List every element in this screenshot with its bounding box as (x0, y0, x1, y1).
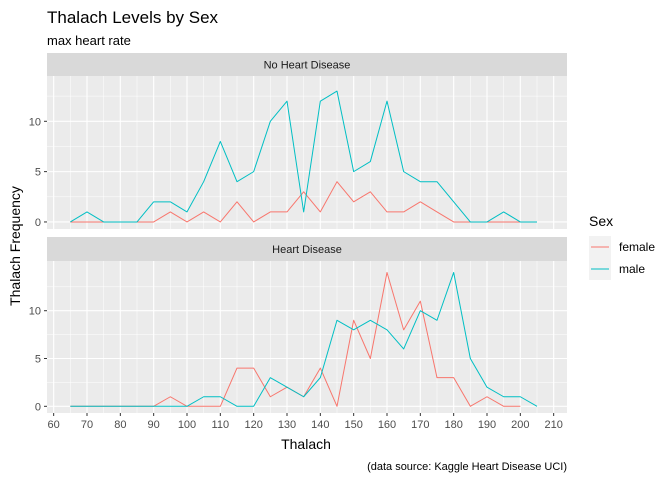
panel-1: No Heart Disease 0 5 10 (29, 53, 567, 229)
x-tick-label: 160 (378, 419, 396, 431)
x-tick-label: 190 (478, 419, 496, 431)
x-tick-label: 110 (212, 419, 230, 431)
x-tick-label: 90 (148, 419, 160, 431)
x-tick-label: 150 (344, 419, 362, 431)
facet-strip-label: No Heart Disease (264, 60, 351, 72)
x-tick-label: 210 (544, 419, 562, 431)
legend: Sex female male (589, 213, 655, 280)
y-tick-label: 5 (35, 354, 41, 366)
series-line-female (70, 181, 521, 223)
chart-title: Thalach Levels by Sex (47, 8, 219, 27)
x-tick-label: 80 (114, 419, 126, 431)
legend-label-female: female (619, 240, 655, 254)
x-tick-label: 130 (278, 419, 296, 431)
panel-2: Heart Disease 0 5 10 60 70 80 90 100 110 120 130 140… (29, 237, 567, 431)
series-line-male (70, 90, 537, 223)
y-tick-label: 0 (35, 401, 41, 413)
x-tick-label: 70 (81, 419, 93, 431)
x-tick-label: 200 (511, 419, 529, 431)
chart-subtitle: max heart rate (47, 33, 131, 48)
y-tick-label: 0 (35, 217, 41, 229)
x-tick-label: 180 (444, 419, 462, 431)
panels: No Heart Disease 0 5 10 Heart Disease 0 5 10 60 7… (29, 53, 567, 431)
caption: (data source: Kaggle Heart Disease UCI) (367, 461, 567, 473)
plot-background (47, 261, 567, 413)
x-tick-label: 60 (48, 419, 60, 431)
series-line-male (70, 271, 538, 407)
plot-background (47, 76, 567, 229)
x-tick-label: 100 (178, 419, 196, 431)
legend-title: Sex (589, 213, 613, 229)
y-tick-label: 5 (35, 167, 41, 179)
facet-strip (47, 237, 567, 261)
x-tick-label: 120 (244, 419, 262, 431)
y-axis-title: Thalach Frequency (7, 186, 23, 306)
facet-strip (47, 53, 567, 76)
y-tick-label: 10 (29, 116, 41, 128)
facet-strip-label: Heart Disease (272, 244, 342, 256)
y-tick-label: 10 (29, 306, 41, 318)
x-tick-label: 170 (411, 419, 429, 431)
x-axis-title: Thalach (281, 436, 331, 452)
legend-label-male: male (619, 262, 645, 276)
x-tick-label: 140 (311, 419, 329, 431)
